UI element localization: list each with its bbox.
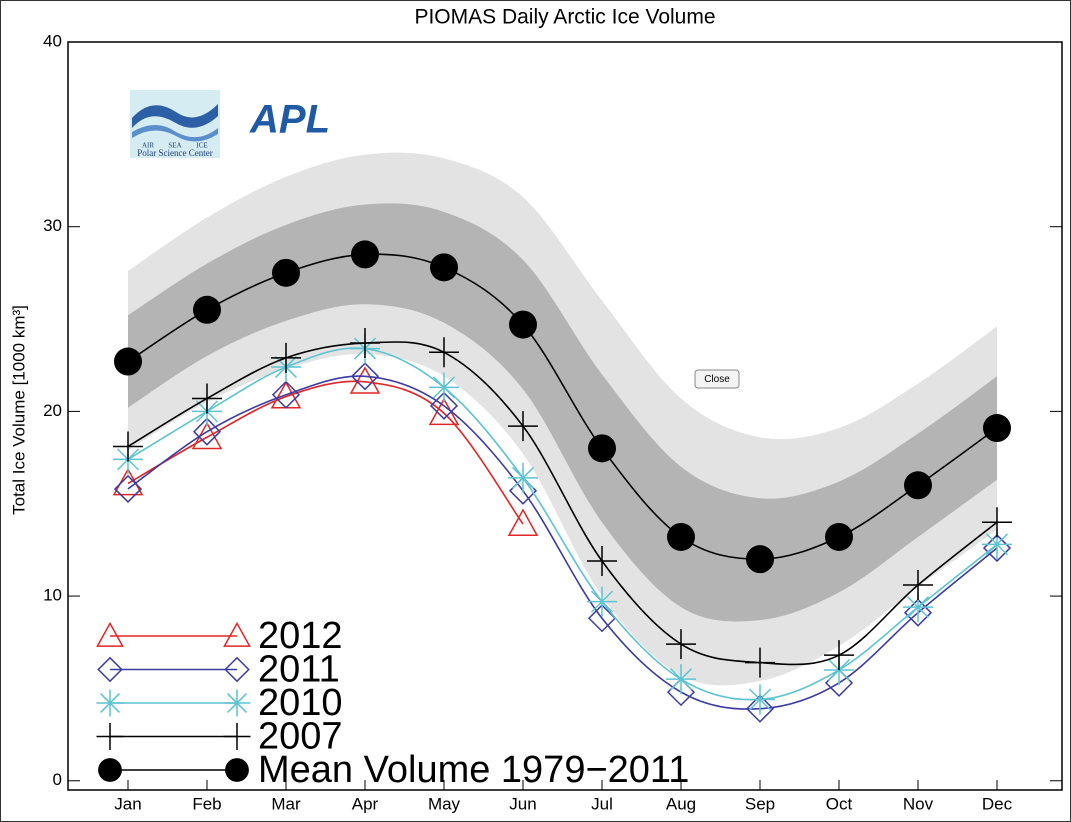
marker bbox=[349, 366, 381, 394]
marker bbox=[113, 474, 143, 504]
legend-label: Mean Volume 1979−2011 bbox=[258, 749, 689, 791]
marker bbox=[192, 417, 222, 446]
apl-logo: APL bbox=[249, 98, 330, 142]
marker bbox=[193, 295, 221, 324]
marker bbox=[667, 522, 695, 551]
marker bbox=[824, 640, 854, 671]
chart-title: PIOMAS Daily Arctic Ice Volume bbox=[414, 6, 715, 29]
legend-marker bbox=[98, 758, 122, 782]
x-tick-label: Jun bbox=[509, 794, 536, 813]
marker bbox=[982, 529, 1012, 560]
button-bg[interactable] bbox=[694, 369, 740, 389]
button-label[interactable]: Close bbox=[704, 374, 730, 385]
y-tick-label: 40 bbox=[43, 31, 62, 50]
marker bbox=[508, 411, 538, 442]
x-tick-label: May bbox=[428, 794, 461, 813]
marker bbox=[429, 372, 459, 403]
plot bbox=[68, 41, 1062, 790]
x-tick-label: Jul bbox=[591, 794, 613, 813]
marker bbox=[587, 545, 617, 576]
x-tick-label: Dec bbox=[982, 794, 1013, 813]
x-tick-label: Aug bbox=[666, 794, 696, 813]
y-axis-label: Total Ice Volume [1000 km³] bbox=[9, 305, 28, 515]
x-tick-label: Nov bbox=[903, 794, 934, 813]
marker bbox=[745, 684, 775, 715]
marker bbox=[745, 694, 775, 723]
legend-marker bbox=[223, 689, 251, 717]
y-tick-label: 20 bbox=[43, 401, 62, 420]
marker bbox=[429, 391, 459, 420]
marker bbox=[746, 545, 774, 574]
logo-text: ICE bbox=[196, 142, 207, 150]
marker bbox=[982, 507, 1012, 538]
marker bbox=[192, 383, 222, 414]
legend-marker bbox=[96, 689, 124, 717]
close-button[interactable]: Close bbox=[694, 369, 740, 389]
marker bbox=[903, 598, 933, 627]
psc-logo: AIR SEA ICE Polar Science Center bbox=[130, 90, 220, 158]
marker bbox=[507, 508, 539, 536]
legend-marker bbox=[225, 758, 249, 782]
series-line bbox=[127, 375, 998, 710]
marker bbox=[903, 569, 933, 600]
marker bbox=[666, 629, 696, 660]
marker bbox=[587, 586, 617, 617]
logo-text: Polar Science Center bbox=[137, 148, 212, 158]
logo-wave bbox=[132, 104, 218, 128]
marker bbox=[587, 604, 617, 633]
plot-frame bbox=[67, 41, 1063, 791]
marker bbox=[745, 647, 775, 678]
y-tick-label: 30 bbox=[43, 216, 62, 235]
series-line bbox=[127, 380, 524, 525]
marker bbox=[113, 431, 143, 462]
std-band bbox=[128, 203, 997, 622]
legend-label: 2010 bbox=[258, 682, 343, 724]
marker bbox=[271, 342, 301, 373]
y-tick-label: 0 bbox=[53, 770, 62, 789]
marker bbox=[903, 592, 933, 623]
marker bbox=[430, 253, 458, 282]
marker bbox=[350, 362, 380, 391]
marker bbox=[351, 240, 379, 269]
marker bbox=[350, 328, 380, 359]
legend-marker bbox=[96, 723, 124, 750]
x-tick-label: Apr bbox=[352, 794, 379, 813]
y-tick-label: 10 bbox=[43, 586, 62, 605]
marker bbox=[271, 380, 301, 409]
legend-label: 2011 bbox=[258, 649, 340, 691]
legend-marker bbox=[223, 723, 251, 750]
legend-marker bbox=[223, 621, 251, 647]
x-tick-label: Jan bbox=[114, 794, 141, 813]
marker bbox=[272, 258, 300, 287]
marker bbox=[983, 414, 1011, 443]
legend-marker bbox=[97, 656, 123, 683]
marker bbox=[825, 522, 853, 551]
legend-label: 2012 bbox=[258, 615, 343, 657]
marker bbox=[508, 462, 538, 493]
logo-wave bbox=[132, 125, 218, 142]
marker bbox=[588, 434, 616, 463]
x-tick-label: Oct bbox=[826, 794, 853, 813]
marker bbox=[114, 347, 142, 376]
legend-marker bbox=[96, 621, 124, 647]
legend-label: 2007 bbox=[258, 716, 343, 758]
marker bbox=[904, 471, 932, 500]
x-tick-label: Mar bbox=[271, 794, 301, 813]
legend-marker bbox=[224, 656, 250, 683]
marker bbox=[509, 310, 537, 339]
logo-text: AIR bbox=[142, 142, 154, 150]
logo-text: SEA bbox=[168, 142, 181, 150]
x-tick-label: Sep bbox=[745, 794, 775, 813]
marker bbox=[429, 337, 459, 368]
x-tick-label: Feb bbox=[192, 794, 221, 813]
marker bbox=[666, 664, 696, 695]
